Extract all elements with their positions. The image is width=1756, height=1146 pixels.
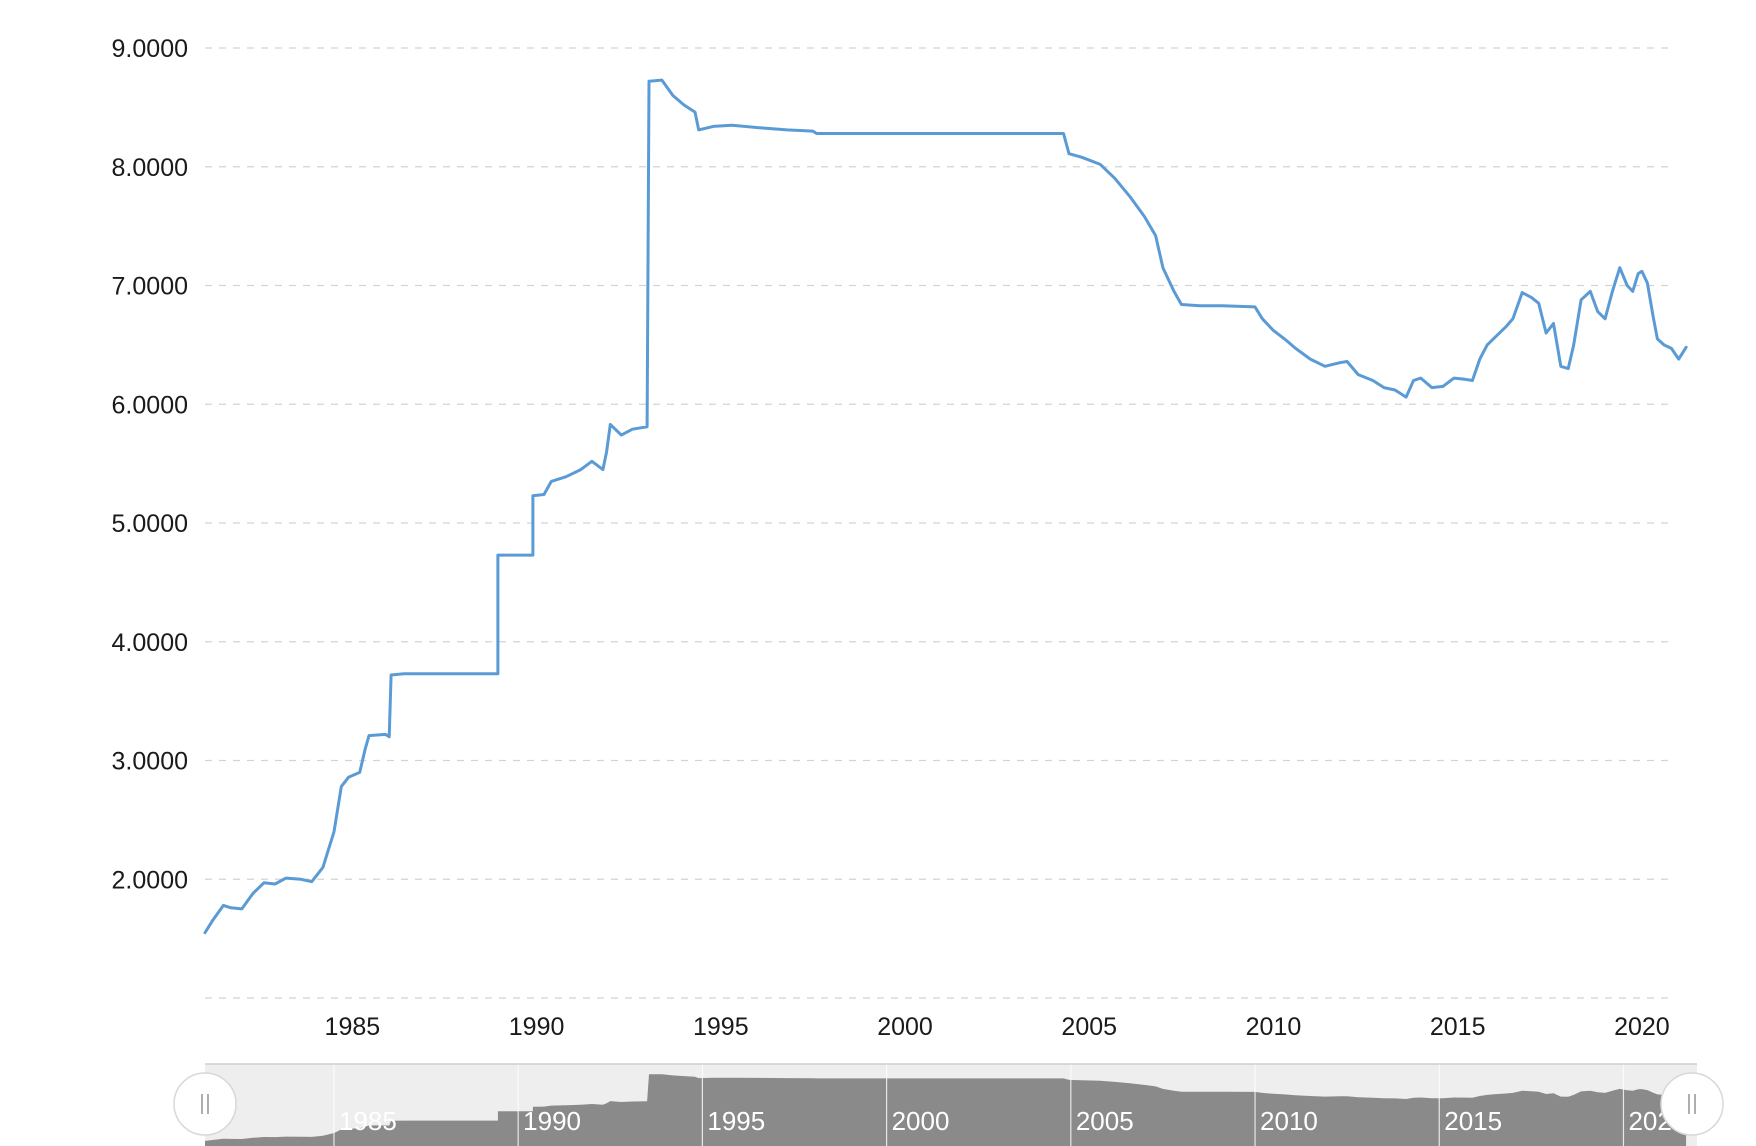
- x-tick-label: 1985: [325, 1013, 381, 1041]
- navigator-tick-label: 1990: [523, 1106, 581, 1136]
- y-axis-tick-labels: 9.0000 8.0000 7.0000 6.0000 5.0000 4.0000 3.00…: [112, 35, 188, 894]
- plot-area[interactable]: [203, 78, 1688, 935]
- series-line[interactable]: [203, 78, 1688, 935]
- x-tick-label: 2000: [877, 1013, 933, 1041]
- gridlines: [205, 47, 1672, 999]
- range-navigator[interactable]: 1985 1990 1995 2000 2005 2010 2015 2020: [173, 1063, 1724, 1146]
- navigator-gridlines: [333, 1064, 1625, 1146]
- y-tick-label: 8.0000: [112, 154, 188, 182]
- x-tick-label: 1995: [693, 1013, 749, 1041]
- x-axis-tick-labels: 1985 1990 1995 2000 2005 2010 2015 2020: [325, 1013, 1670, 1041]
- navigator-tick-label: 1995: [707, 1106, 765, 1136]
- y-tick-label: 4.0000: [112, 629, 188, 657]
- y-tick-label: 7.0000: [112, 273, 188, 301]
- x-tick-label: 2010: [1246, 1013, 1302, 1041]
- navigator-tick-label: 2000: [892, 1106, 950, 1136]
- navigator-tick-label: 2010: [1260, 1106, 1318, 1136]
- navigator-tick-label: 2005: [1076, 1106, 1134, 1136]
- navigator-tick-label: 1985: [339, 1106, 397, 1136]
- x-tick-label: 2020: [1614, 1013, 1670, 1041]
- y-tick-label: 5.0000: [112, 510, 188, 538]
- navigator-tick-label: 2015: [1444, 1106, 1502, 1136]
- y-tick-label: 2.0000: [112, 866, 188, 894]
- y-tick-label: 9.0000: [112, 35, 188, 63]
- x-tick-label: 2005: [1061, 1013, 1117, 1041]
- y-tick-label: 3.0000: [112, 748, 188, 776]
- navigator-right-handle[interactable]: [1660, 1072, 1724, 1136]
- navigator-series-area: [205, 1074, 1687, 1146]
- navigator-left-handle[interactable]: [173, 1072, 237, 1136]
- x-tick-label: 2015: [1430, 1013, 1486, 1041]
- x-tick-label: 1990: [509, 1013, 565, 1041]
- y-tick-label: 6.0000: [112, 391, 188, 419]
